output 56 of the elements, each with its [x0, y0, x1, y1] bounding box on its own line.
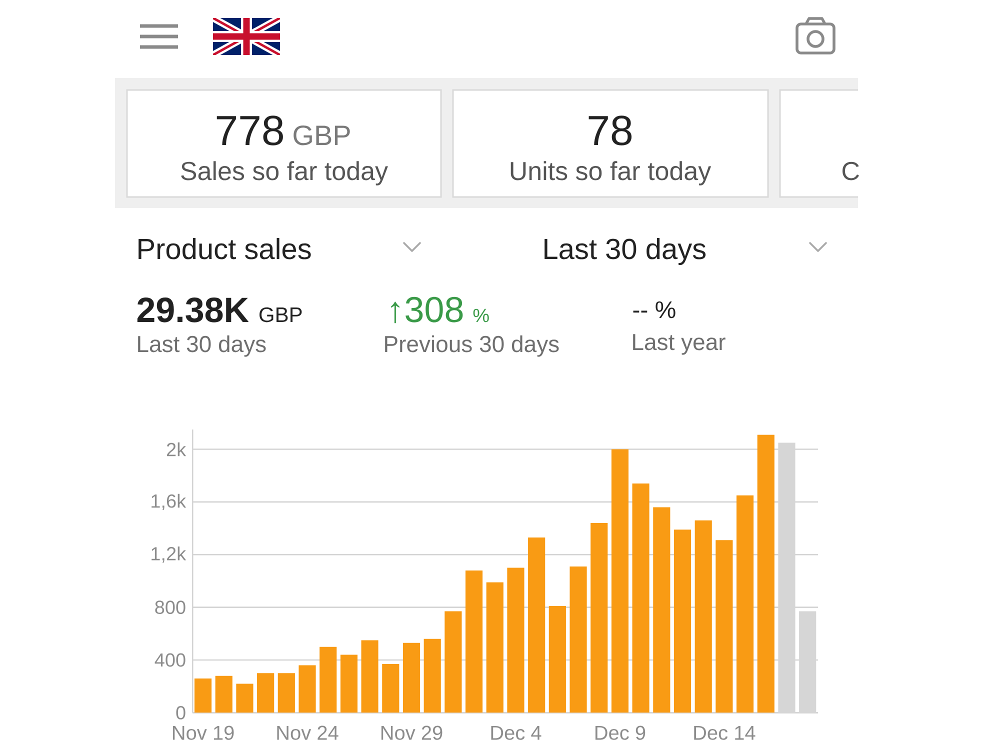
- bar: [632, 484, 650, 713]
- bar: [298, 665, 316, 713]
- bar: [257, 673, 274, 713]
- bar: [507, 568, 524, 713]
- bar: [694, 520, 712, 713]
- text: Last 30 days: [138, 335, 266, 357]
- bar: [444, 611, 462, 713]
- bar: [486, 582, 504, 713]
- y-tick-label: 400: [154, 653, 186, 667]
- bar: [548, 606, 566, 713]
- bar: [402, 642, 420, 713]
- y-tick-label: 800: [155, 600, 186, 614]
- text: ↑308: [390, 296, 463, 324]
- bar: [653, 507, 670, 713]
- x-tick-label: Dec 9: [595, 726, 646, 740]
- bar: [465, 570, 483, 713]
- text: 778: [216, 116, 283, 146]
- y-tick-label: 0: [176, 706, 186, 720]
- bar: [194, 678, 212, 713]
- x-tick-label: Dec 14: [694, 726, 756, 740]
- chart-title: Product sales: [138, 238, 311, 260]
- text: C: [842, 162, 859, 180]
- text: 78: [588, 116, 632, 146]
- bar: [570, 566, 587, 713]
- bar: [361, 640, 378, 713]
- bar: [382, 664, 400, 713]
- x-tick-label: Nov 24: [277, 726, 338, 740]
- bar: [278, 673, 295, 713]
- text: Last year: [633, 334, 726, 355]
- chart-subtitle: Last 30 days: [544, 238, 706, 266]
- text: Previous 30 days: [385, 335, 559, 357]
- bar: [528, 538, 546, 713]
- x-tick-label: Nov 19: [172, 726, 234, 740]
- bar: [236, 684, 254, 713]
- text: GBP: [294, 125, 350, 146]
- text: Sales so far today: [181, 161, 388, 186]
- bar: [215, 676, 232, 713]
- text: Units so far today: [510, 161, 712, 186]
- y-tick-label: 1,6k: [152, 494, 186, 510]
- x-tick-label: Dec 4: [491, 726, 542, 740]
- bar: [716, 540, 733, 713]
- bar: [590, 523, 608, 713]
- bar: [611, 449, 629, 713]
- text: 29.38K: [137, 298, 249, 322]
- bar: [757, 434, 774, 713]
- text: %: [473, 308, 489, 322]
- text: -- %: [633, 301, 676, 318]
- bar: [736, 495, 754, 713]
- y-tick-label: 1,2k: [152, 546, 186, 563]
- bar: [340, 654, 358, 713]
- bar: [674, 530, 692, 713]
- x-tick-label: Nov 29: [381, 726, 442, 740]
- bar: [320, 646, 337, 713]
- y-tick-label: 2k: [166, 442, 186, 456]
- bar: [424, 638, 441, 713]
- text: GBP: [260, 307, 302, 322]
